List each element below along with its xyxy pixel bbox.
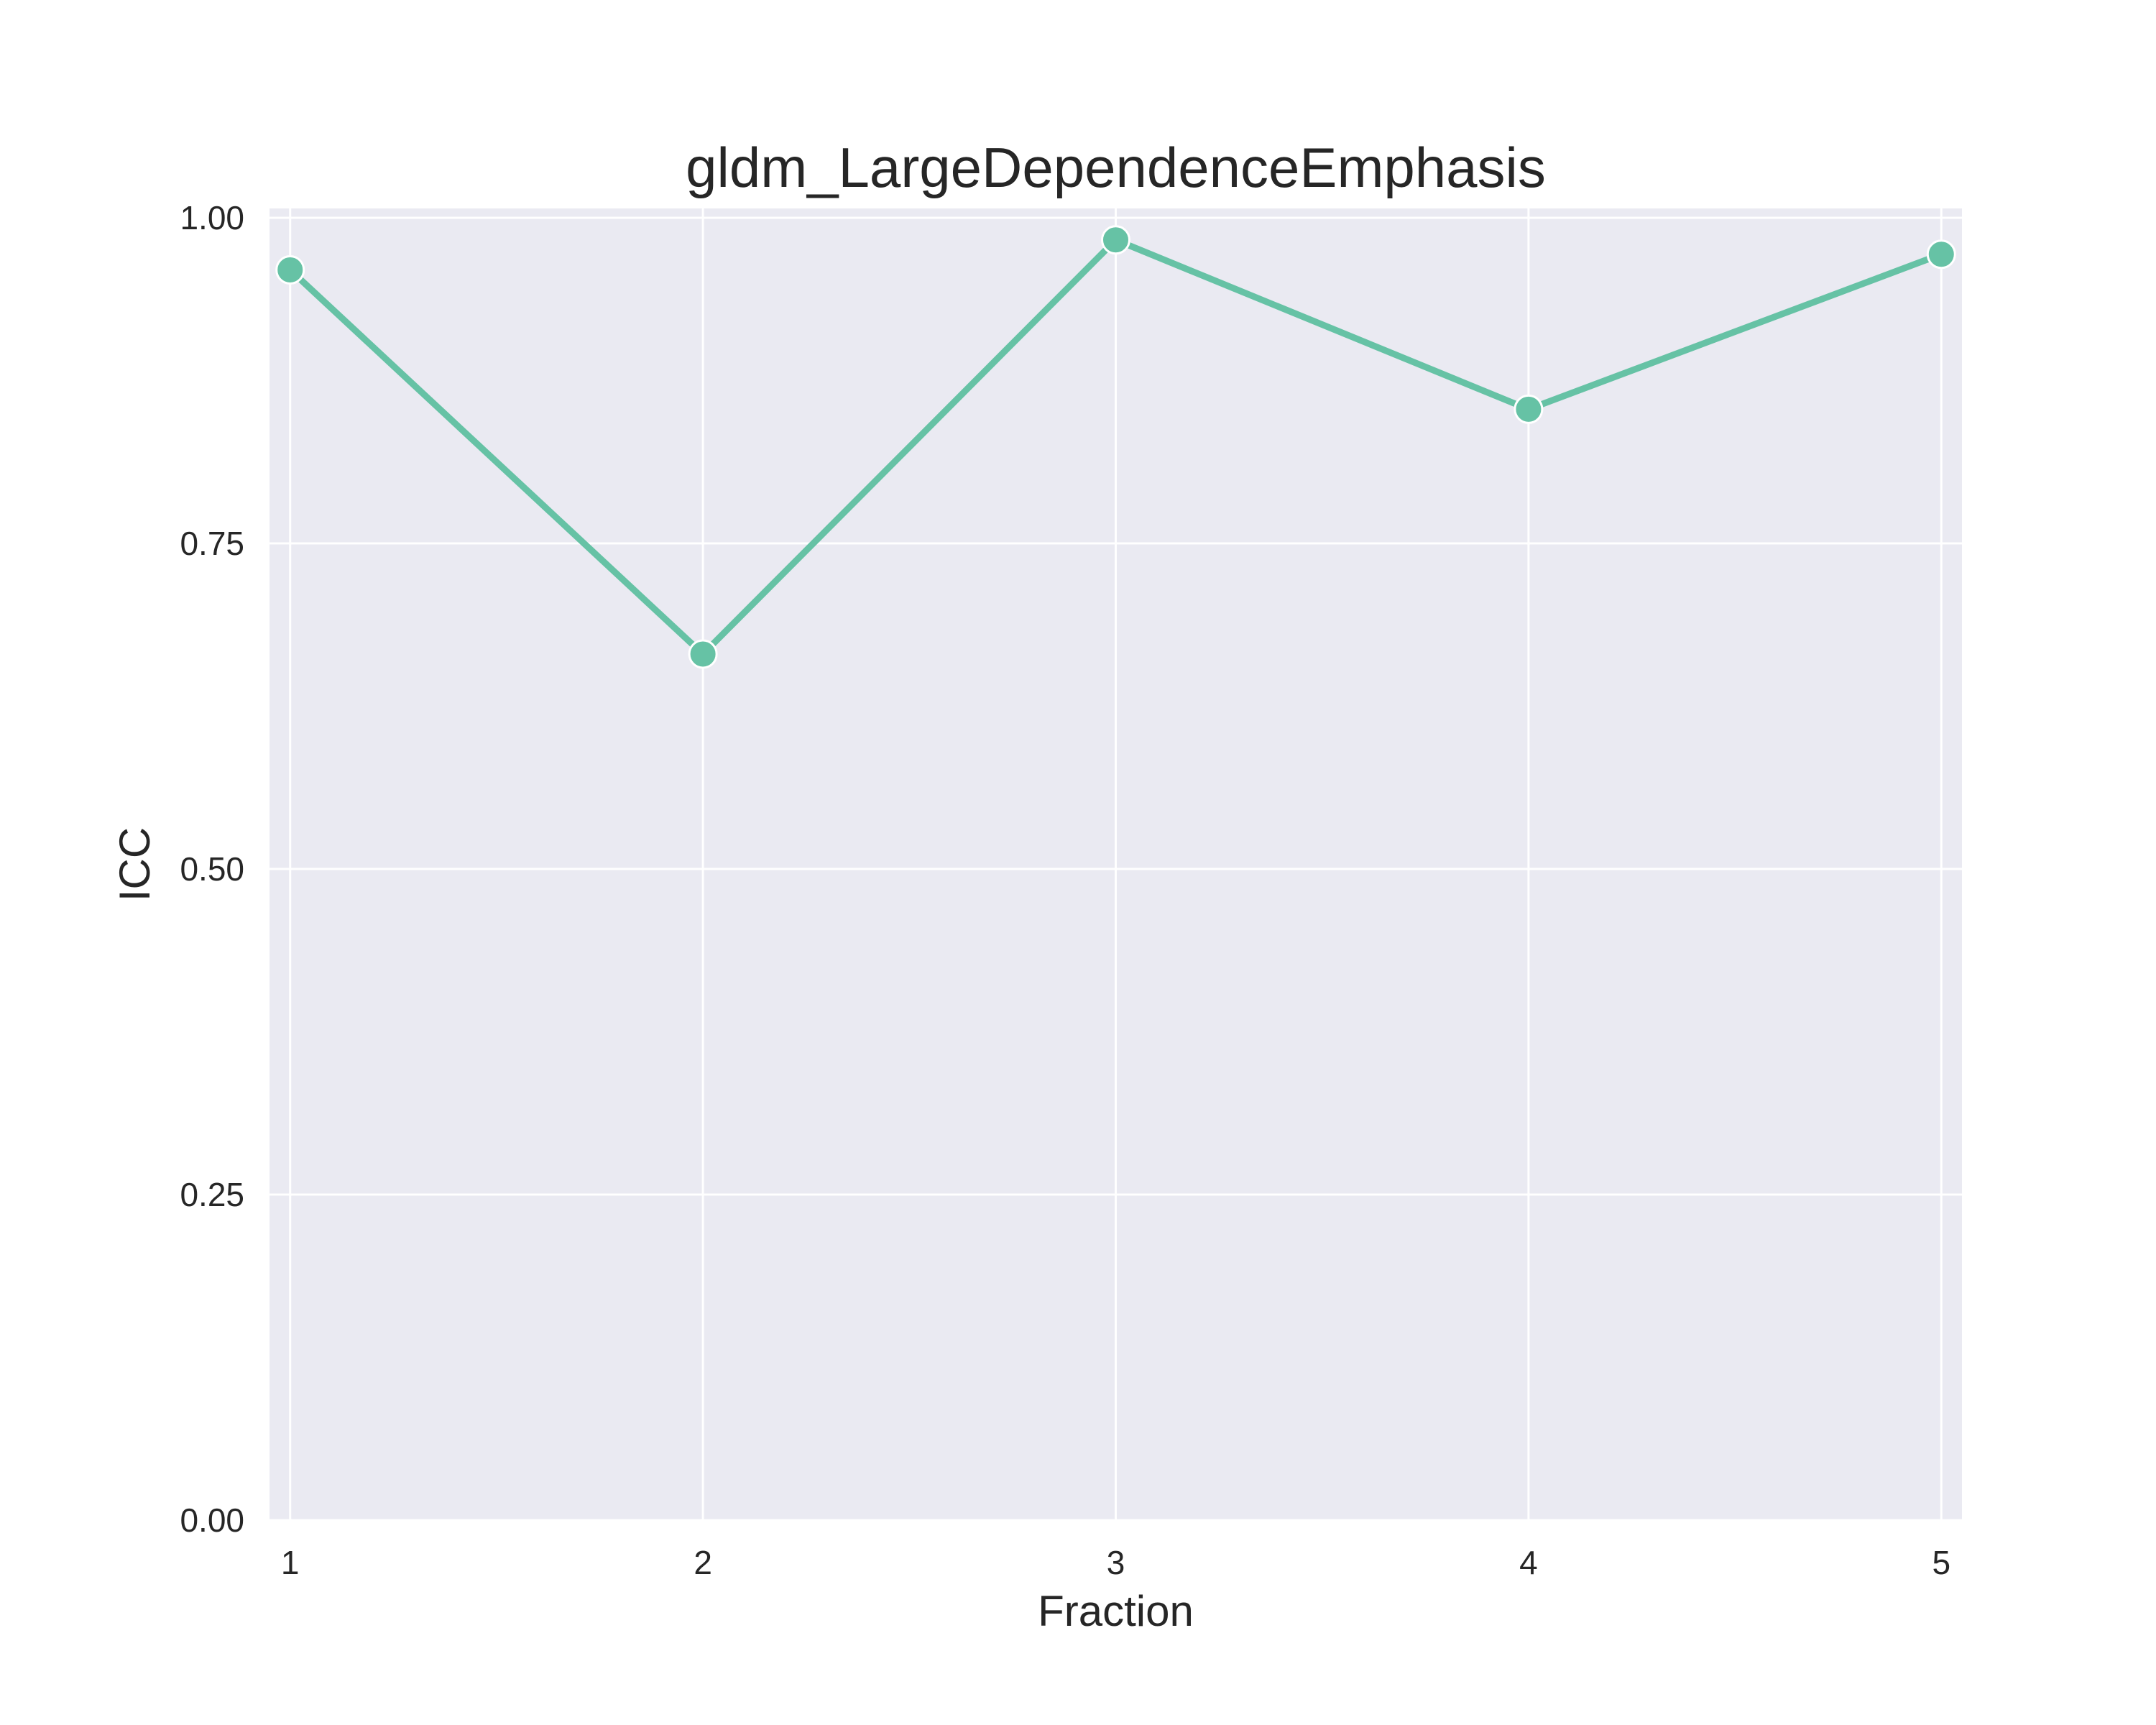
y-axis-label: ICC	[111, 827, 159, 901]
x-tick-label: 1	[281, 1544, 300, 1581]
x-tick-label: 2	[694, 1544, 712, 1581]
data-point	[275, 254, 305, 285]
chart-title: gldm_LargeDependenceEmphasis	[686, 136, 1546, 199]
y-tick-label: 1.00	[180, 199, 244, 236]
y-tick-label: 0.00	[180, 1501, 244, 1539]
x-tick-label: 4	[1519, 1544, 1538, 1581]
y-axis-ticks: 0.00 0.25 0.50 0.75 1.00	[180, 199, 244, 1539]
x-tick-label: 3	[1107, 1544, 1125, 1581]
x-axis-label: Fraction	[1038, 1587, 1194, 1635]
data-point	[688, 639, 718, 669]
data-point	[1101, 225, 1130, 255]
data-point	[1926, 239, 1956, 270]
y-tick-label: 0.50	[180, 850, 244, 888]
series-layer	[275, 225, 1956, 669]
x-tick-label: 5	[1932, 1544, 1950, 1581]
y-tick-label: 0.75	[180, 525, 244, 562]
x-axis-ticks: 1 2 3 4 5	[281, 1544, 1950, 1581]
data-point	[1514, 394, 1544, 424]
grid	[270, 208, 1962, 1522]
y-tick-label: 0.25	[180, 1176, 244, 1213]
